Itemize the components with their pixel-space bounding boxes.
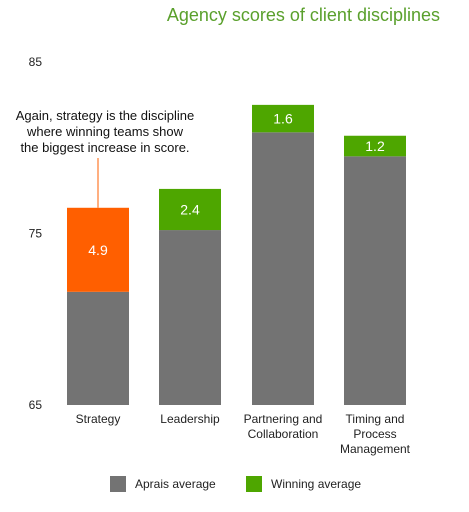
bar-segment	[344, 156, 406, 405]
value-label: 2.4	[180, 201, 200, 217]
bar-segment	[67, 291, 129, 405]
legend-label: Winning average	[271, 477, 362, 491]
x-tick-label: Strategy	[75, 412, 121, 426]
y-tick-label: 75	[29, 227, 43, 241]
legend-label: Aprais average	[135, 477, 216, 491]
bar-segment	[159, 188, 221, 231]
value-label: 4.9	[88, 242, 108, 258]
value-label: 1.6	[273, 111, 293, 127]
legend-swatch	[110, 476, 126, 492]
value-label: 1.2	[365, 138, 385, 154]
x-tick-label: Leadership	[160, 412, 220, 426]
bar-segment	[159, 230, 221, 405]
y-tick-label: 85	[29, 55, 43, 69]
x-tick-label: Partnering and Collaboration	[243, 412, 323, 441]
bar-segment	[252, 104, 314, 133]
x-tick-label: Timing and Process Management	[339, 412, 411, 456]
bar-segment	[252, 132, 314, 405]
chart-title: Agency scores of client disciplines	[166, 5, 440, 25]
bar-segment	[67, 207, 129, 292]
y-tick-label: 65	[29, 398, 43, 412]
annotation: Again, strategy is the discipline where …	[15, 108, 195, 155]
legend-swatch	[246, 476, 262, 492]
bar-segment	[344, 135, 406, 157]
